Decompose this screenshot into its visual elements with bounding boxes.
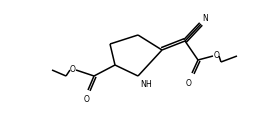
Text: N: N bbox=[202, 14, 208, 23]
Text: O: O bbox=[69, 66, 75, 74]
Text: O: O bbox=[214, 51, 220, 61]
Text: NH: NH bbox=[140, 80, 152, 89]
Text: O: O bbox=[186, 79, 192, 88]
Text: O: O bbox=[84, 95, 90, 104]
